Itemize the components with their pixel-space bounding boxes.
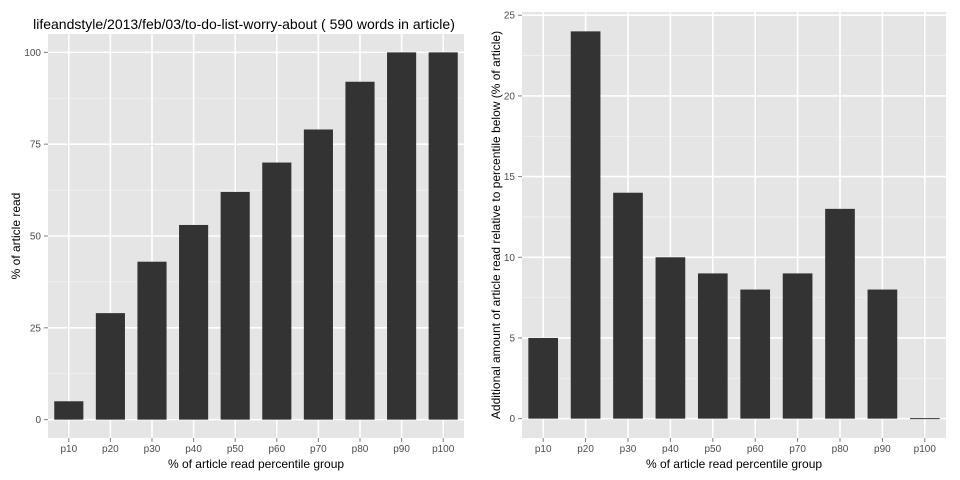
x-tick-label: p60	[747, 444, 764, 455]
bar-p90	[387, 52, 417, 420]
bar-p90	[867, 289, 898, 419]
x-tick-label: p10	[60, 444, 77, 455]
y-tick-label: 25	[504, 11, 516, 22]
y-tick-label: 10	[504, 253, 516, 264]
x-tick-label: p70	[310, 444, 327, 455]
bar-p10	[54, 401, 84, 420]
y-axis-title: Additional amount of article read relati…	[489, 31, 503, 419]
x-tick-label: p40	[662, 444, 679, 455]
bar-p20	[95, 313, 125, 420]
x-tick-label: p30	[144, 444, 161, 455]
x-tick-labels: p10 p20 p30 p40 p50 p60 p70 p80 p90 p100	[535, 438, 937, 455]
x-tick-label: p70	[789, 444, 806, 455]
x-axis-title: % of article read percentile group	[646, 457, 822, 471]
y-tick-label: 15	[504, 172, 516, 183]
bar-p80	[345, 81, 375, 420]
bar-p70	[303, 129, 333, 420]
x-tick-label: p10	[535, 444, 552, 455]
bar-p60	[262, 162, 292, 420]
bars	[528, 31, 940, 420]
x-tick-label: p30	[620, 444, 637, 455]
x-tick-label: p90	[393, 444, 410, 455]
bar-p20	[570, 31, 601, 419]
bar-p10	[528, 337, 559, 419]
x-axis-title: % of article read percentile group	[168, 457, 344, 471]
bar-p40	[655, 257, 686, 419]
x-tick-labels: p10 p20 p30 p40 p50 p60 p70 p80 p90 p100	[60, 438, 455, 455]
bar-p70	[782, 273, 813, 419]
bar-p100	[909, 418, 940, 420]
chart-left: lifeandstyle/2013/feb/03/to-do-list-worr…	[9, 16, 464, 471]
x-tick-label: p50	[227, 444, 244, 455]
y-tick-label: 20	[504, 91, 516, 102]
bar-p100	[428, 52, 458, 420]
y-axis-title: % of article read	[9, 193, 23, 280]
x-tick-label: p100	[914, 444, 937, 455]
y-tick-label: 25	[30, 323, 42, 334]
y-tick-labels: 0 25 50 75 100	[24, 48, 48, 426]
x-tick-label: p60	[268, 444, 285, 455]
y-tick-labels: 0 5 10 15 20 25	[504, 11, 522, 425]
y-tick-label: 100	[24, 48, 41, 59]
x-tick-label: p90	[874, 444, 891, 455]
x-tick-label: p20	[577, 444, 594, 455]
chart-title: lifeandstyle/2013/feb/03/to-do-list-worr…	[33, 16, 455, 32]
x-tick-label: p20	[102, 444, 119, 455]
bar-p40	[179, 224, 209, 420]
y-tick-label: 0	[509, 414, 515, 425]
y-tick-label: 0	[35, 415, 41, 426]
bar-p50	[697, 273, 728, 419]
x-tick-label: p80	[832, 444, 849, 455]
bars	[54, 52, 458, 420]
bar-p50	[220, 191, 250, 420]
x-tick-label: p100	[432, 444, 455, 455]
y-tick-label: 5	[509, 333, 515, 344]
x-tick-label: p80	[352, 444, 369, 455]
bar-p60	[740, 289, 771, 419]
bar-p30	[613, 192, 643, 419]
y-tick-label: 75	[30, 140, 42, 151]
bar-p80	[825, 208, 855, 419]
x-tick-label: p50	[704, 444, 721, 455]
bar-p30	[137, 261, 167, 420]
x-tick-label: p40	[185, 444, 202, 455]
y-tick-label: 50	[30, 232, 42, 243]
